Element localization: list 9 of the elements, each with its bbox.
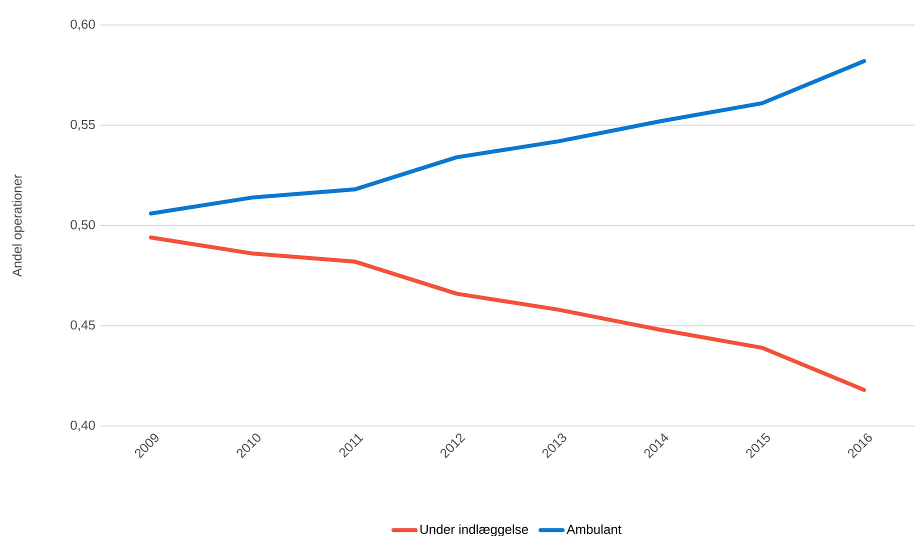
y-axis-title: Andel operationer	[12, 174, 24, 277]
line-series	[148, 59, 866, 216]
line-series	[148, 236, 866, 392]
y-tick-label: 0,60	[70, 20, 95, 30]
legend-label: Ambulant	[566, 524, 622, 534]
y-tick-label: 0,45	[70, 320, 95, 332]
y-tick-label: 0,50	[70, 220, 95, 231]
y-tick-label: 0,55	[70, 120, 95, 131]
y-tick-label: 0,40	[70, 420, 95, 432]
